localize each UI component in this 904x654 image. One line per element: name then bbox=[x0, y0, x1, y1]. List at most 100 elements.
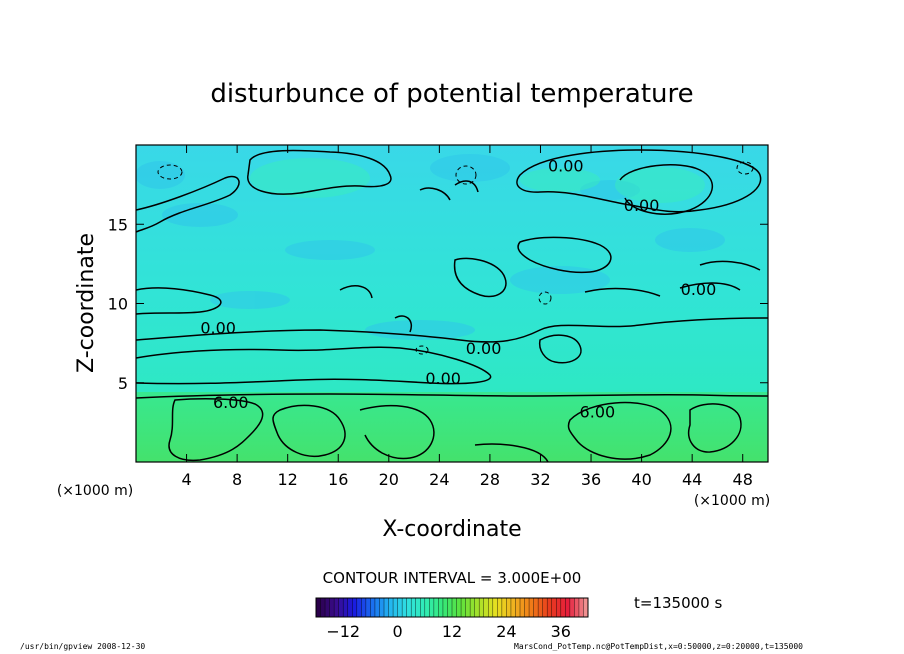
colorbar-cell bbox=[461, 598, 466, 617]
colorbar-cell bbox=[506, 598, 512, 617]
upper-region-fill bbox=[136, 145, 768, 392]
colorbar-cell bbox=[347, 598, 353, 617]
contour-label: 6.00 bbox=[213, 393, 249, 412]
colorbar-cell bbox=[538, 598, 543, 617]
contour-lines bbox=[136, 149, 768, 462]
colorbar-tick-label: 0 bbox=[393, 622, 403, 641]
colorbar-cell bbox=[578, 598, 584, 617]
colorbar-ticks: −12 0 12 24 36 bbox=[326, 622, 571, 641]
colorbar-tick-label: −12 bbox=[326, 622, 360, 641]
colorbar-cell bbox=[520, 598, 525, 617]
colorbar-cell bbox=[483, 598, 489, 617]
colorbar-cell bbox=[325, 598, 330, 617]
colorbar-cell bbox=[356, 598, 362, 617]
colorbar-cell bbox=[492, 598, 498, 617]
colorbar-cell bbox=[456, 598, 462, 617]
chart-title: disturbunce of potential temperature bbox=[210, 79, 693, 109]
colorbar-cell bbox=[488, 598, 494, 617]
x-tick-label: 40 bbox=[631, 470, 651, 489]
lower-region-fill bbox=[136, 392, 768, 462]
colorbar-cell bbox=[429, 598, 435, 617]
colorbar-cell bbox=[474, 598, 480, 617]
x-unit-right: (×1000 m) bbox=[694, 493, 770, 509]
colorbar-cell bbox=[524, 598, 530, 617]
colorbar-cell bbox=[420, 598, 426, 617]
colorbar-cell bbox=[334, 598, 339, 617]
x-tick-label: 28 bbox=[480, 470, 500, 489]
colorbar-tick-label: 24 bbox=[496, 622, 516, 641]
colorbar-cell bbox=[442, 598, 448, 617]
y-tick-label: 10 bbox=[108, 295, 128, 314]
colorbar-cell bbox=[497, 598, 503, 617]
colorbar-cell bbox=[533, 598, 539, 617]
colorbar-cell bbox=[529, 598, 534, 617]
colorbar-cell bbox=[547, 598, 553, 617]
field-blotches bbox=[136, 154, 725, 340]
colorbar-cell bbox=[556, 598, 562, 617]
colorbar-cell bbox=[352, 598, 358, 617]
colorbar-cell bbox=[447, 598, 453, 617]
colorbar-cell bbox=[402, 598, 407, 617]
x-tick-label: 16 bbox=[328, 470, 348, 489]
colorbar-cell bbox=[479, 598, 485, 617]
colorbar-cell bbox=[465, 598, 471, 617]
colorbar-cell bbox=[551, 598, 557, 617]
x-unit-left: (×1000 m) bbox=[57, 483, 133, 499]
x-tick-label: 44 bbox=[682, 470, 702, 489]
colorbar-cell bbox=[379, 598, 385, 617]
colorbar-cell bbox=[320, 598, 326, 617]
colorbar-tick-label: 36 bbox=[551, 622, 571, 641]
colorbar bbox=[315, 598, 589, 617]
colorbar-cell bbox=[393, 598, 398, 617]
x-tick-label: 8 bbox=[232, 470, 242, 489]
colorbar-cell bbox=[338, 598, 344, 617]
colorbar-cell bbox=[560, 598, 566, 617]
colorbar-cell bbox=[370, 598, 376, 617]
contour-label: 0.00 bbox=[425, 369, 461, 388]
colorbar-cell bbox=[433, 598, 439, 617]
time-label: t=135000 s bbox=[634, 594, 722, 612]
y-axis: 5 10 15 bbox=[108, 215, 768, 393]
colorbar-cell bbox=[565, 598, 571, 617]
footer-right: MarsCond_PotTemp.nc@PotTempDist,x=0:5000… bbox=[514, 642, 803, 651]
colorbar-frame bbox=[315, 597, 589, 618]
colorbar-cell bbox=[510, 598, 516, 617]
contour-label: 0.00 bbox=[624, 196, 660, 215]
y-tick-label: 5 bbox=[118, 374, 128, 393]
colorbar-cell bbox=[415, 598, 421, 617]
colorbar-cell bbox=[501, 598, 507, 617]
colorbar-cell bbox=[329, 598, 335, 617]
contour-label: 6.00 bbox=[580, 402, 616, 421]
colorbar-cell bbox=[388, 598, 394, 617]
colorbar-cell bbox=[438, 598, 444, 617]
y-tick-label: 15 bbox=[108, 215, 128, 234]
plot-area: 0.00 0.00 0.00 0.00 0.00 0.00 6.00 6.00 bbox=[136, 145, 768, 462]
colorbar-cell bbox=[365, 598, 371, 617]
x-axis-label: X-coordinate bbox=[382, 517, 521, 542]
x-tick-label: 12 bbox=[278, 470, 298, 489]
colorbar-cell bbox=[515, 598, 521, 617]
contour-label: 0.00 bbox=[681, 280, 717, 299]
colorbar-cell bbox=[374, 598, 380, 617]
colorbar-cell bbox=[384, 598, 389, 617]
colorbar-cell bbox=[316, 598, 321, 617]
colorbar-cell bbox=[569, 598, 575, 617]
contour-interval: CONTOUR INTERVAL = 3.000E+00 bbox=[323, 569, 582, 587]
contour-label: 0.00 bbox=[548, 157, 584, 176]
x-tick-label: 24 bbox=[429, 470, 449, 489]
colorbar-cell bbox=[343, 598, 349, 617]
contour-label: 0.00 bbox=[200, 318, 236, 337]
y-axis-label: Z-coordinate bbox=[74, 233, 99, 373]
x-tick-label: 48 bbox=[733, 470, 753, 489]
x-tick-label: 20 bbox=[379, 470, 399, 489]
x-tick-label: 36 bbox=[581, 470, 601, 489]
contour-labels: 0.00 0.00 0.00 0.00 0.00 0.00 6.00 6.00 bbox=[200, 157, 716, 422]
colorbar-cell bbox=[411, 598, 417, 617]
x-tick-label: 32 bbox=[530, 470, 550, 489]
field-blotches-light bbox=[250, 158, 705, 203]
colorbar-cell bbox=[361, 598, 367, 617]
colorbar-cell bbox=[542, 598, 548, 617]
colorbar-cell bbox=[452, 598, 457, 617]
colorbar-cell bbox=[574, 598, 580, 617]
